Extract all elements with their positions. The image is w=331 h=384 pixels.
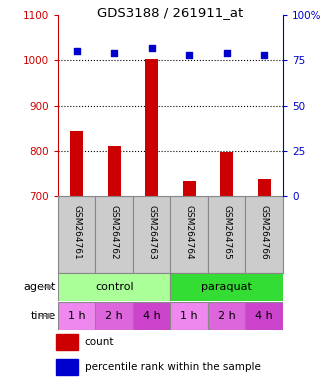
Point xyxy=(112,50,117,56)
Text: GSM264764: GSM264764 xyxy=(185,205,194,260)
Bar xyxy=(220,152,233,196)
Bar xyxy=(170,196,208,273)
Bar xyxy=(108,146,121,196)
Bar xyxy=(70,131,83,196)
Bar xyxy=(246,302,283,329)
Text: agent: agent xyxy=(23,282,56,292)
Text: GSM264766: GSM264766 xyxy=(260,205,269,260)
Bar xyxy=(208,196,246,273)
Text: 2 h: 2 h xyxy=(218,311,236,321)
Bar xyxy=(258,179,271,196)
Bar xyxy=(56,334,77,350)
Text: 1 h: 1 h xyxy=(180,311,198,321)
Point xyxy=(187,52,192,58)
Bar xyxy=(58,302,95,329)
Text: GSM264762: GSM264762 xyxy=(110,205,119,260)
Text: percentile rank within the sample: percentile rank within the sample xyxy=(85,362,261,372)
Text: count: count xyxy=(85,337,115,347)
Point xyxy=(224,50,229,56)
Text: 1 h: 1 h xyxy=(68,311,85,321)
Text: 4 h: 4 h xyxy=(143,311,161,321)
Text: 4 h: 4 h xyxy=(256,311,273,321)
Text: control: control xyxy=(95,282,133,292)
Bar xyxy=(95,196,133,273)
Text: GDS3188 / 261911_at: GDS3188 / 261911_at xyxy=(97,6,244,19)
Text: 2 h: 2 h xyxy=(105,311,123,321)
Text: GSM264763: GSM264763 xyxy=(147,205,156,260)
Text: GSM264761: GSM264761 xyxy=(72,205,81,260)
Point xyxy=(74,48,79,55)
Bar xyxy=(170,302,208,329)
Bar xyxy=(133,302,170,329)
Bar xyxy=(133,196,170,273)
Text: paraquat: paraquat xyxy=(201,282,252,292)
Text: time: time xyxy=(30,311,56,321)
Bar xyxy=(208,302,246,329)
Bar xyxy=(58,273,170,301)
Bar xyxy=(170,273,283,301)
Bar xyxy=(246,196,283,273)
Bar xyxy=(95,302,133,329)
Point xyxy=(261,52,267,58)
Bar xyxy=(56,359,77,375)
Text: GSM264765: GSM264765 xyxy=(222,205,231,260)
Bar xyxy=(183,181,196,196)
Bar xyxy=(145,59,158,196)
Point xyxy=(149,45,154,51)
Bar xyxy=(58,196,95,273)
